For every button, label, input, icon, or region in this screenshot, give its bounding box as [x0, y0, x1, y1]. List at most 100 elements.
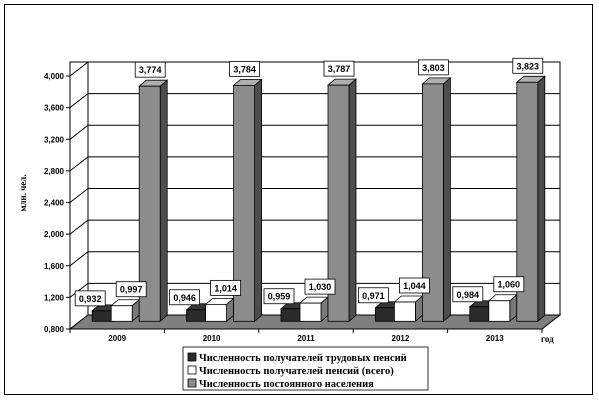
gridline-side: [69, 61, 89, 77]
data-label-text: 3,774: [139, 65, 162, 75]
x-tick-label: 2012: [392, 334, 410, 343]
data-label: 3,787: [323, 60, 355, 77]
bar-front: [374, 307, 397, 322]
data-label: 1,060: [493, 276, 525, 293]
data-label: 3,823: [512, 57, 544, 74]
bar: [515, 75, 546, 323]
bar-side: [159, 79, 168, 323]
y-tick-label: 2,800: [44, 167, 65, 176]
data-label-text: 1,030: [309, 282, 332, 292]
legend-item: Численность получателей трудовых пенсий: [187, 352, 407, 364]
data-label-box: [512, 57, 544, 74]
bar-front: [186, 309, 209, 322]
data-label-box: [263, 288, 295, 305]
data-label-text: 0,984: [457, 290, 480, 300]
data-label: 0,997: [115, 281, 147, 298]
data-label-text: 1,014: [214, 283, 237, 293]
bar-front: [299, 302, 322, 322]
data-label: 1,014: [210, 279, 242, 296]
bar: [138, 79, 169, 323]
bar-front: [91, 310, 114, 322]
data-label: 0,932: [74, 290, 106, 307]
legend-swatch: [187, 352, 197, 362]
data-label: 0,946: [169, 289, 201, 306]
bar-front: [516, 81, 539, 322]
data-label: 0,984: [452, 286, 484, 303]
data-label: 3,774: [134, 61, 166, 78]
data-label-text: 3,784: [233, 64, 256, 74]
legend-swatch: [187, 365, 197, 375]
bar-side: [537, 75, 546, 323]
legend-item: Численность получателей пенсий (всего): [187, 365, 394, 377]
bar-front: [421, 83, 444, 322]
data-label: 1,030: [304, 278, 336, 295]
gridline-side: [69, 251, 89, 267]
gridline-side: [69, 93, 89, 109]
gridline-side: [69, 188, 89, 203]
bar-front: [205, 303, 228, 322]
gridline-side: [69, 219, 89, 235]
data-label-text: 0,959: [268, 292, 291, 302]
data-label-text: 3,787: [328, 64, 351, 74]
gridline-side: [69, 124, 89, 140]
data-label-box: [210, 279, 242, 296]
y-tick-label: 3,200: [44, 135, 65, 144]
legend: Численность получателей трудовых пенсий Ч…: [182, 346, 429, 391]
data-label-box: [169, 289, 201, 306]
data-labels: 0,932 0,997 3,774 0,946 1,014 3,784 0,959 1,030…: [74, 57, 544, 307]
bar: [298, 296, 330, 323]
legend-item: Численность постоянного населения: [187, 378, 374, 390]
x-tick-label: 2010: [203, 334, 221, 343]
data-label-box: [417, 59, 449, 76]
data-label-text: 1,060: [498, 280, 521, 290]
data-label-box: [115, 281, 147, 298]
data-label: 3,803: [417, 59, 449, 76]
y-axis-title: млн. чел.: [18, 174, 28, 211]
data-label: 1,044: [398, 277, 430, 294]
bar-front: [138, 85, 161, 322]
bar: [232, 78, 263, 323]
legend-box: [182, 346, 429, 391]
gridline-side: [69, 156, 89, 172]
x-axis: 2009 2010 2011 2012 2013: [69, 328, 543, 343]
bar: [204, 297, 235, 323]
data-label-box: [398, 277, 430, 294]
legend-label: Численность получателей пенсий (всего): [199, 366, 394, 377]
bar-front: [469, 306, 492, 322]
data-label: 3,784: [229, 60, 261, 77]
y-tick-label: 1,600: [44, 262, 65, 271]
gridline-side: [69, 282, 89, 298]
x-tick-label: 2011: [297, 334, 315, 343]
bar: [487, 293, 518, 323]
bar: [421, 77, 452, 323]
legend-swatch: [187, 378, 197, 388]
data-label-box: [304, 278, 336, 295]
y-tick-label: 4,000: [44, 72, 65, 81]
data-label-box: [134, 61, 166, 78]
y-axis: 0,800 1,200 1,600 2,000 2,400 2,800 3,200 3,600…: [44, 72, 71, 334]
bar-front: [393, 301, 416, 322]
bar-front: [280, 308, 303, 322]
bar: [393, 295, 424, 323]
data-label-box: [74, 290, 106, 307]
data-label-box: [357, 287, 389, 304]
data-label-text: 0,946: [173, 293, 196, 303]
data-label: 0,971: [357, 287, 389, 304]
bar: [326, 78, 358, 323]
y-tick-label: 0,800: [44, 325, 65, 334]
data-label-box: [229, 60, 261, 77]
legend-label: Численность получателей трудовых пенсий: [199, 353, 407, 364]
bar-front: [233, 84, 256, 322]
bars: [91, 75, 546, 323]
data-label-text: 0,932: [79, 294, 102, 304]
legend-label: Численность постоянного населения: [199, 379, 374, 390]
data-label-box: [493, 276, 525, 293]
data-label-box: [452, 286, 484, 303]
y-tick-label: 2,400: [44, 199, 65, 208]
bar-front: [488, 300, 511, 322]
x-tick-label: 2009: [108, 334, 126, 343]
data-label-text: 0,997: [120, 285, 143, 295]
x-axis-title: год: [541, 334, 554, 344]
data-label-text: 3,823: [517, 61, 540, 71]
